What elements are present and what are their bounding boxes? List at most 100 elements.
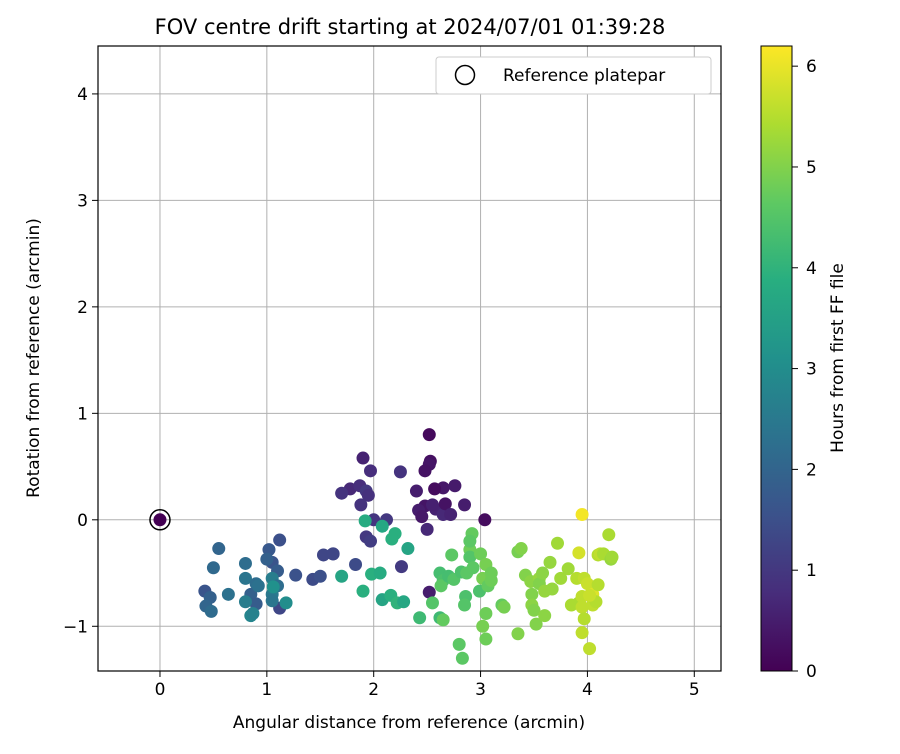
colorbar-tick-label: 2 bbox=[806, 460, 817, 480]
data-point bbox=[420, 522, 434, 536]
data-point bbox=[476, 619, 490, 633]
data-point bbox=[438, 497, 452, 511]
data-point bbox=[221, 587, 235, 601]
data-point bbox=[316, 548, 330, 562]
data-point bbox=[497, 600, 511, 614]
y-tick-label: 1 bbox=[77, 404, 88, 424]
data-point bbox=[425, 596, 439, 610]
y-tick-label: 2 bbox=[77, 298, 88, 318]
data-point bbox=[266, 580, 280, 594]
data-point bbox=[356, 584, 370, 598]
data-point bbox=[527, 603, 541, 617]
y-axis-label: Rotation from reference (arcmin) bbox=[24, 218, 44, 498]
plot-frame bbox=[97, 45, 722, 672]
data-point bbox=[448, 479, 462, 493]
data-point bbox=[458, 498, 472, 512]
colorbar-tick-label: 1 bbox=[806, 561, 817, 581]
data-point bbox=[415, 510, 429, 524]
data-point bbox=[246, 607, 260, 621]
data-point bbox=[313, 569, 327, 583]
colorbar-tick-label: 6 bbox=[806, 57, 817, 77]
data-point bbox=[363, 464, 377, 478]
data-point bbox=[514, 542, 528, 556]
colorbar-label: Hours from first FF file bbox=[828, 263, 848, 453]
data-point bbox=[583, 588, 597, 602]
data-point bbox=[361, 488, 375, 502]
colorbar-ticks: 0 1 2 3 4 5 6 bbox=[792, 57, 817, 682]
data-point bbox=[452, 637, 466, 651]
data-point bbox=[422, 428, 436, 442]
data-point bbox=[349, 558, 363, 572]
data-point bbox=[479, 607, 493, 621]
axis-ticks: 0 1 2 3 4 5 −1 0 1 2 3 4 bbox=[63, 85, 700, 700]
data-point bbox=[375, 519, 389, 533]
data-point bbox=[602, 528, 616, 542]
data-point bbox=[583, 642, 597, 656]
data-point bbox=[511, 627, 525, 641]
data-point bbox=[575, 626, 589, 640]
data-points bbox=[149, 428, 619, 665]
colorbar bbox=[760, 45, 793, 672]
data-point bbox=[422, 585, 436, 599]
x-tick-label: 4 bbox=[582, 680, 593, 700]
data-point bbox=[591, 578, 605, 592]
reference-marker bbox=[149, 509, 171, 531]
data-point bbox=[478, 513, 492, 527]
data-point bbox=[238, 595, 252, 609]
data-point bbox=[554, 571, 568, 585]
data-point bbox=[153, 513, 167, 527]
data-point bbox=[545, 582, 559, 596]
data-point bbox=[413, 611, 427, 625]
legend: Reference platepar bbox=[435, 56, 712, 95]
data-point bbox=[436, 613, 450, 627]
data-point bbox=[373, 566, 387, 580]
data-point bbox=[265, 594, 279, 608]
data-point bbox=[575, 600, 589, 614]
data-point bbox=[418, 464, 432, 478]
data-point bbox=[561, 562, 575, 576]
data-point bbox=[358, 514, 372, 528]
data-point bbox=[385, 532, 399, 546]
data-point bbox=[409, 484, 423, 498]
legend-label: Reference platepar bbox=[503, 66, 665, 86]
data-point bbox=[572, 546, 586, 560]
data-point bbox=[238, 556, 252, 570]
data-point bbox=[354, 498, 368, 512]
data-point bbox=[356, 451, 370, 465]
data-point bbox=[260, 552, 274, 566]
legend-marker-icon bbox=[454, 64, 476, 86]
data-point bbox=[251, 579, 265, 593]
chart-title: FOV centre drift starting at 2024/07/01 … bbox=[155, 15, 666, 39]
data-point bbox=[394, 560, 408, 574]
x-axis-label: Angular distance from reference (arcmin) bbox=[233, 713, 585, 733]
data-point bbox=[445, 548, 459, 562]
data-point bbox=[538, 609, 552, 623]
grid bbox=[98, 46, 721, 671]
data-point bbox=[474, 547, 488, 561]
data-point bbox=[463, 550, 477, 564]
data-point bbox=[577, 612, 591, 626]
data-point bbox=[425, 498, 439, 512]
y-tick-label: 0 bbox=[77, 511, 88, 531]
data-point bbox=[463, 534, 477, 548]
data-point bbox=[575, 507, 589, 521]
data-point bbox=[551, 536, 565, 550]
data-point bbox=[525, 587, 539, 601]
data-point bbox=[536, 566, 550, 580]
colorbar-tick-label: 3 bbox=[806, 360, 817, 380]
x-tick-label: 0 bbox=[155, 680, 166, 700]
legend-box bbox=[435, 56, 712, 95]
y-tick-label: −1 bbox=[63, 617, 88, 637]
x-tick-label: 5 bbox=[689, 680, 700, 700]
data-point bbox=[279, 596, 293, 610]
data-point bbox=[326, 547, 340, 561]
data-point bbox=[428, 482, 442, 496]
data-point bbox=[434, 579, 448, 593]
data-point bbox=[393, 465, 407, 479]
x-tick-label: 2 bbox=[368, 680, 379, 700]
data-point bbox=[289, 568, 303, 582]
data-point bbox=[401, 542, 415, 556]
x-tick-label: 3 bbox=[475, 680, 486, 700]
y-tick-label: 3 bbox=[77, 191, 88, 211]
